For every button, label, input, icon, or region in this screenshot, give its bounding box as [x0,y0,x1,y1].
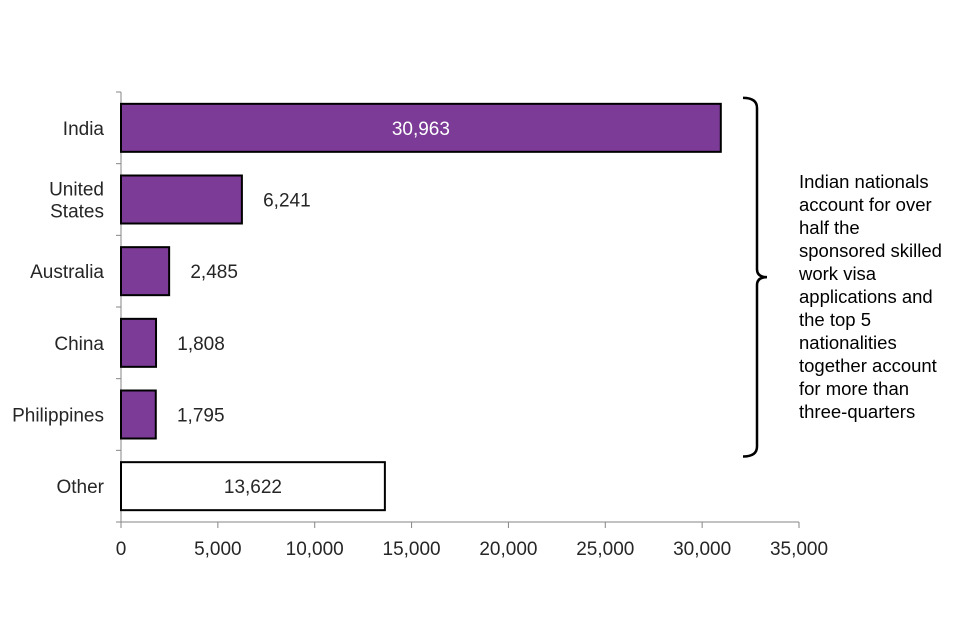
bar-china [120,317,158,368]
data-label-india: 30,963 [392,119,450,140]
x-tick-label: 25,000 [576,539,634,560]
x-tick-label: 5,000 [194,539,242,560]
data-label-china: 1,808 [177,334,225,355]
bar-philippines [120,389,157,440]
bar-australia [120,246,171,297]
x-tick-label: 35,000 [770,539,828,560]
category-label: India [63,119,105,140]
x-tick-label: 20,000 [479,539,537,560]
category-label: Philippines [12,406,104,427]
x-tick-label: 0 [116,539,127,560]
category-label: United [49,180,104,201]
x-tick-label: 15,000 [383,539,441,560]
bar-india [120,102,722,153]
category-label: States [50,202,104,223]
bar-united-states [120,174,243,225]
data-label-united-states: 6,241 [263,191,311,212]
data-label-philippines: 1,795 [177,406,225,427]
data-label-other: 13,622 [224,477,282,498]
annotation-text: Indian nationals account for over half t… [799,171,942,422]
annotation-bracket [742,96,768,458]
x-tick-label: 30,000 [673,539,731,560]
data-label-australia: 2,485 [190,262,238,283]
category-label: Australia [30,262,104,283]
category-label: China [54,334,104,355]
category-label: Other [56,477,104,498]
chart-axes: 0 5,000 10,000 15,000 20,000 25,000 30,000 35,0… [116,91,828,560]
bar-series [120,102,722,512]
curly-bracket [742,96,768,458]
x-tick-label: 10,000 [286,539,344,560]
bar-other [120,461,386,512]
